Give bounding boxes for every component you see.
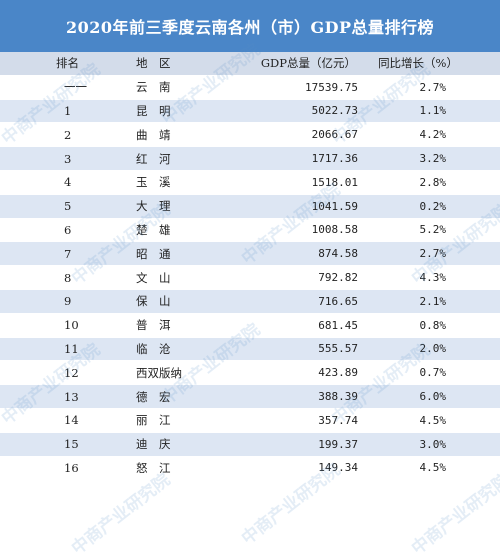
table-row: 11 临 沧 555.57 2.0% — [0, 337, 500, 362]
cell-rank: 10 — [0, 313, 96, 338]
cell-rank: 15 — [0, 432, 96, 457]
cell-rank: 1 — [0, 99, 96, 124]
gdp-ranking-table: 排名 地 区 GDP总量（亿元） 同比增长（%） 一一云 南 17539.75 2.… — [0, 52, 500, 481]
cell-gdp: 555.57 — [226, 337, 364, 362]
cell-growth: 6.0% — [364, 384, 500, 409]
table-row: 13 德 宏 388.39 6.0% — [0, 384, 500, 409]
cell-growth: 4.5% — [364, 456, 500, 481]
table-row: 10 普 洱 681.45 0.8% — [0, 313, 500, 338]
cell-rank: 5 — [0, 194, 96, 219]
cell-rank: 3 — [0, 146, 96, 171]
header-gdp: GDP总量（亿元） — [226, 52, 364, 76]
cell-rank: 14 — [0, 408, 96, 433]
cell-region: 怒 江 — [96, 456, 226, 481]
header-growth: 同比增长（%） — [364, 52, 500, 76]
cell-growth: 3.2% — [364, 146, 500, 171]
cell-rank: 11 — [0, 337, 96, 362]
page-title: 2020年前三季度云南各州（市）GDP总量排行榜 — [0, 0, 500, 52]
cell-gdp: 792.82 — [226, 265, 364, 290]
cell-gdp: 149.34 — [226, 456, 364, 481]
cell-region: 普 洱 — [96, 313, 226, 338]
table-body: 一一云 南 17539.75 2.7% 1 昆 明 5022.73 1.1% 2 曲 靖 2066… — [0, 75, 500, 481]
cell-growth: 1.1% — [364, 99, 500, 124]
cell-region: 临 沧 — [96, 337, 226, 362]
cell-region: 西双版纳 — [96, 360, 226, 386]
cell-rank: 7 — [0, 241, 96, 267]
cell-growth: 2.1% — [364, 289, 500, 314]
cell-region: 云 南 — [96, 75, 226, 100]
cell-gdp: 1717.36 — [226, 146, 364, 171]
cell-growth: 0.7% — [364, 360, 500, 386]
cell-rank: 13 — [0, 384, 96, 409]
cell-rank: 4 — [0, 170, 96, 195]
cell-gdp: 1518.01 — [226, 170, 364, 195]
cell-rank: 8 — [0, 265, 96, 290]
header-row: 排名 地 区 GDP总量（亿元） 同比增长（%） — [0, 52, 500, 76]
cell-rank: 一一 — [0, 75, 96, 100]
cell-gdp: 2066.67 — [226, 122, 364, 148]
cell-region: 丽 江 — [96, 408, 226, 433]
cell-region: 昭 通 — [96, 241, 226, 267]
cell-rank: 16 — [0, 456, 96, 481]
header-rank: 排名 — [0, 52, 96, 76]
cell-gdp: 716.65 — [226, 289, 364, 314]
cell-gdp: 357.74 — [226, 408, 364, 433]
cell-growth: 0.2% — [364, 194, 500, 219]
cell-growth: 2.8% — [364, 170, 500, 195]
cell-gdp: 5022.73 — [226, 99, 364, 124]
cell-gdp: 681.45 — [226, 313, 364, 338]
header-region: 地 区 — [96, 52, 226, 76]
cell-region: 曲 靖 — [96, 122, 226, 148]
table-row: 12 西双版纳 423.89 0.7% — [0, 360, 500, 386]
cell-region: 迪 庆 — [96, 432, 226, 457]
cell-gdp: 1008.58 — [226, 218, 364, 243]
table-row: 14 丽 江 357.74 4.5% — [0, 408, 500, 433]
cell-growth: 2.7% — [364, 241, 500, 267]
cell-gdp: 388.39 — [226, 384, 364, 409]
cell-region: 保 山 — [96, 289, 226, 314]
cell-rank: 6 — [0, 218, 96, 243]
table-row: 15 迪 庆 199.37 3.0% — [0, 432, 500, 457]
cell-region: 楚 雄 — [96, 218, 226, 243]
cell-gdp: 1041.59 — [226, 194, 364, 219]
table-header: 排名 地 区 GDP总量（亿元） 同比增长（%） — [0, 52, 500, 76]
cell-rank: 2 — [0, 122, 96, 148]
table-row: 16 怒 江 149.34 4.5% — [0, 456, 500, 481]
cell-growth: 4.3% — [364, 265, 500, 290]
cell-region: 德 宏 — [96, 384, 226, 409]
cell-region: 玉 溪 — [96, 170, 226, 195]
cell-region: 大 理 — [96, 194, 226, 219]
cell-gdp: 423.89 — [226, 360, 364, 386]
cell-rank: 12 — [0, 360, 96, 386]
cell-growth: 0.8% — [364, 313, 500, 338]
cell-region: 文 山 — [96, 265, 226, 290]
table-row: 一一云 南 17539.75 2.7% — [0, 75, 500, 100]
cell-gdp: 199.37 — [226, 432, 364, 457]
cell-rank: 9 — [0, 289, 96, 314]
cell-growth: 2.7% — [364, 75, 500, 100]
cell-growth: 4.5% — [364, 408, 500, 433]
cell-growth: 5.2% — [364, 218, 500, 243]
cell-growth: 3.0% — [364, 432, 500, 457]
cell-growth: 2.0% — [364, 337, 500, 362]
cell-growth: 4.2% — [364, 122, 500, 148]
cell-region: 红 河 — [96, 146, 226, 171]
cell-gdp: 874.58 — [226, 241, 364, 267]
cell-gdp: 17539.75 — [226, 75, 364, 100]
cell-region: 昆 明 — [96, 99, 226, 124]
